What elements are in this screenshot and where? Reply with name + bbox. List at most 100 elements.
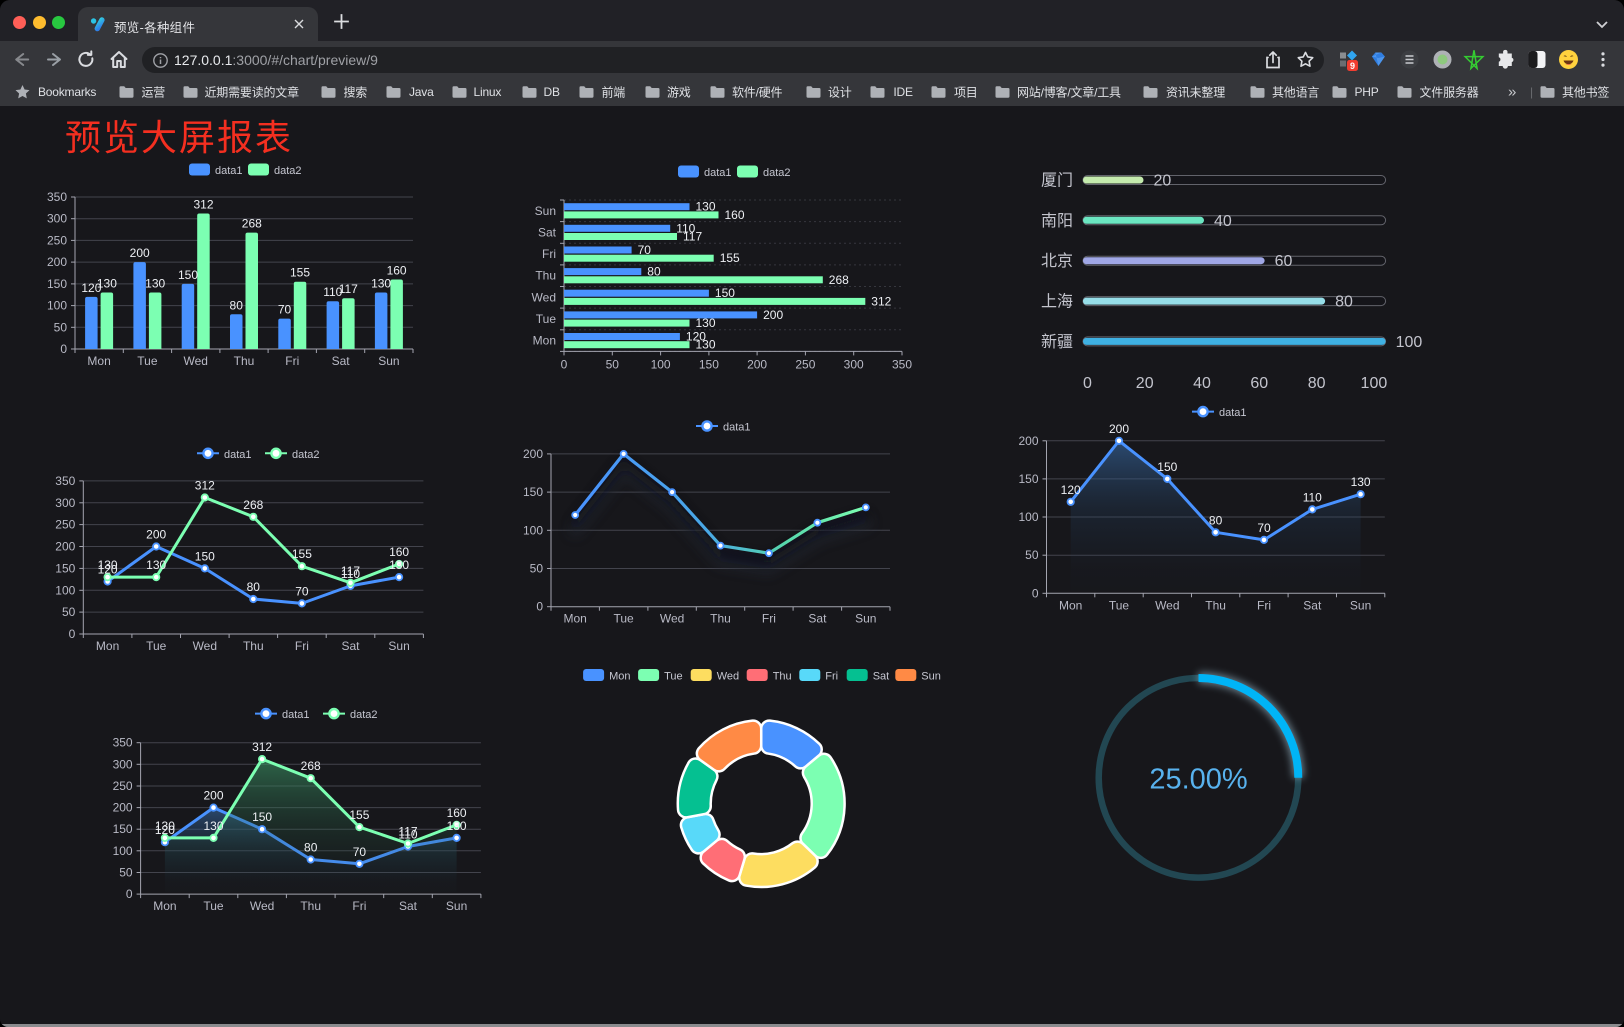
svg-text:130: 130 [696, 200, 716, 214]
svg-text:0: 0 [60, 342, 67, 356]
svg-text:data2: data2 [292, 449, 320, 461]
svg-text:130: 130 [1351, 475, 1371, 489]
svg-text:150: 150 [715, 286, 735, 300]
svg-text:Sat: Sat [808, 612, 827, 626]
svg-text:120: 120 [98, 563, 118, 577]
svg-text:70: 70 [278, 303, 292, 317]
svg-text:100: 100 [55, 583, 75, 597]
svg-text:130: 130 [696, 316, 716, 330]
svg-text:160: 160 [447, 806, 467, 820]
svg-text:100: 100 [1396, 334, 1423, 351]
svg-text:200: 200 [146, 528, 166, 542]
svg-text:268: 268 [243, 498, 263, 512]
svg-text:120: 120 [155, 823, 175, 837]
svg-text:200: 200 [523, 447, 543, 461]
svg-text:100: 100 [523, 523, 543, 537]
svg-text:155: 155 [292, 547, 312, 561]
svg-text:Thu: Thu [710, 612, 731, 626]
svg-text:data1: data1 [224, 449, 252, 461]
svg-text:312: 312 [193, 198, 213, 212]
svg-text:200: 200 [1018, 434, 1038, 448]
svg-text:80: 80 [230, 298, 244, 312]
svg-text:50: 50 [606, 357, 620, 371]
svg-text:Sun: Sun [921, 671, 941, 683]
svg-text:data1: data1 [704, 167, 732, 179]
svg-text:Mon: Mon [153, 899, 176, 913]
svg-text:200: 200 [763, 308, 783, 322]
svg-text:50: 50 [530, 562, 544, 576]
svg-text:312: 312 [195, 479, 215, 493]
svg-text:Tue: Tue [536, 312, 557, 326]
svg-text:Wed: Wed [183, 354, 207, 368]
svg-text:Thu: Thu [243, 639, 264, 653]
svg-text:Thu: Thu [234, 354, 255, 368]
svg-text:110: 110 [398, 828, 417, 842]
svg-text:data1: data1 [1219, 407, 1247, 419]
svg-text:150: 150 [1157, 460, 1177, 474]
svg-text:130: 130 [97, 277, 117, 291]
svg-text:Sat: Sat [341, 639, 360, 653]
svg-text:南阳: 南阳 [1041, 212, 1073, 230]
svg-text:新疆: 新疆 [1041, 333, 1073, 351]
svg-text:9: 9 [1350, 61, 1355, 71]
svg-text:100: 100 [1361, 375, 1388, 392]
svg-text:0: 0 [69, 627, 76, 641]
svg-text:上海: 上海 [1041, 293, 1073, 311]
svg-text:350: 350 [113, 736, 133, 750]
svg-text:Wed: Wed [250, 899, 274, 913]
svg-text:130: 130 [146, 558, 166, 572]
svg-text:110: 110 [1303, 490, 1322, 504]
svg-text:150: 150 [523, 485, 543, 499]
svg-text:117: 117 [398, 825, 417, 839]
svg-text:Thu: Thu [300, 899, 321, 913]
svg-text:80: 80 [247, 580, 261, 594]
svg-text:155: 155 [349, 808, 369, 822]
svg-text:Wed: Wed [193, 639, 217, 653]
svg-text:Tue: Tue [203, 899, 224, 913]
svg-text:70: 70 [638, 243, 652, 257]
svg-text:Fri: Fri [295, 639, 309, 653]
svg-text:70: 70 [353, 845, 367, 859]
svg-text:200: 200 [203, 789, 223, 803]
svg-text:130: 130 [155, 819, 175, 833]
svg-text:350: 350 [892, 357, 912, 371]
svg-text:0: 0 [561, 357, 568, 371]
svg-text:Sat: Sat [538, 225, 557, 239]
svg-text:117: 117 [683, 230, 702, 244]
svg-text:80: 80 [1209, 513, 1223, 527]
svg-text:268: 268 [301, 759, 321, 773]
svg-text:60: 60 [1275, 253, 1293, 270]
svg-text:120: 120 [81, 281, 101, 295]
svg-text:150: 150 [252, 810, 272, 824]
svg-text:300: 300 [47, 212, 67, 226]
svg-text:data1: data1 [215, 165, 243, 177]
svg-text:Sun: Sun [388, 639, 409, 653]
svg-text:Tue: Tue [137, 354, 158, 368]
svg-text:80: 80 [1335, 294, 1353, 311]
svg-text:北京: 北京 [1041, 252, 1073, 270]
svg-text:50: 50 [1025, 548, 1039, 562]
svg-text:150: 150 [178, 268, 198, 282]
svg-text:80: 80 [304, 841, 318, 855]
svg-text:350: 350 [55, 474, 75, 488]
svg-text:Tue: Tue [1109, 598, 1130, 612]
svg-text:130: 130 [371, 277, 391, 291]
svg-text:100: 100 [47, 299, 67, 313]
svg-text:40: 40 [1214, 213, 1232, 230]
svg-text:300: 300 [113, 757, 133, 771]
svg-text:Wed: Wed [532, 290, 556, 304]
svg-text:160: 160 [387, 264, 407, 278]
svg-text:80: 80 [1308, 375, 1326, 392]
svg-text:Mon: Mon [533, 334, 556, 348]
svg-text:0: 0 [1032, 586, 1039, 600]
svg-text:Fri: Fri [542, 247, 556, 261]
svg-text:100: 100 [651, 357, 671, 371]
svg-text:0: 0 [1083, 375, 1092, 392]
svg-text:Fri: Fri [1257, 598, 1271, 612]
svg-text:40: 40 [1193, 375, 1211, 392]
svg-text:100: 100 [113, 844, 133, 858]
svg-text:Mon: Mon [96, 639, 119, 653]
svg-text:70: 70 [295, 584, 309, 598]
svg-text:Fri: Fri [825, 671, 838, 683]
svg-text:150: 150 [113, 822, 133, 836]
